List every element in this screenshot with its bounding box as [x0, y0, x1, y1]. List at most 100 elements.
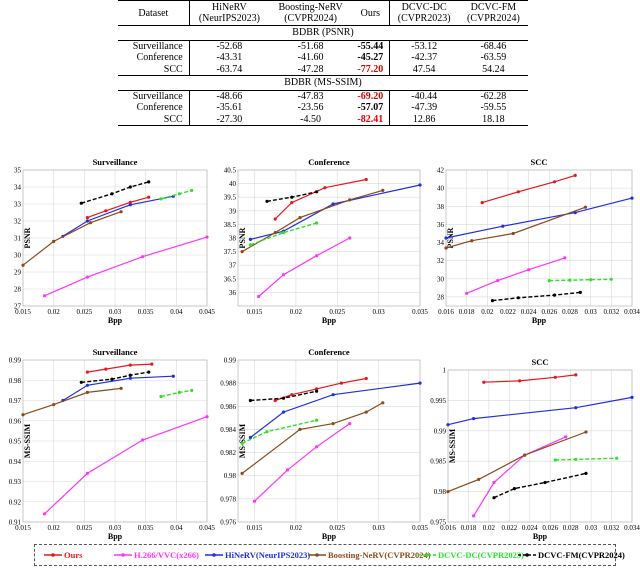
legend-marker — [425, 553, 429, 557]
x-tick-label: 0.03 — [585, 308, 598, 316]
data-point — [418, 381, 422, 385]
data-point — [281, 273, 286, 277]
table-cell: -59.55 — [480, 102, 507, 113]
series-line — [241, 189, 383, 253]
y-tick-label: 36 — [229, 289, 237, 297]
x-tick-label: 0.015 — [247, 524, 263, 532]
y-tick-label: 0.96 — [9, 417, 22, 425]
x-tick-label: 0.03 — [109, 524, 122, 532]
data-point — [323, 186, 327, 190]
data-point — [492, 480, 496, 485]
y-tick-label: 0.93 — [9, 478, 22, 486]
legend-item: Ours — [44, 550, 83, 560]
table-cell: -27.30 — [188, 113, 270, 126]
data-point — [472, 514, 476, 518]
data-point — [315, 445, 319, 449]
y-tick-label: 0.91 — [9, 519, 22, 527]
x-tick-label: 0.035 — [412, 308, 428, 316]
x-tick-label: 0.024 — [521, 308, 537, 316]
series-line — [492, 291, 581, 302]
y-tick-label: 40 — [437, 185, 445, 193]
table-row: SCC -27.30 -4.50 -82.41 12.86 18.18 — [118, 113, 528, 126]
x-axis-label: Bpp — [533, 532, 548, 541]
x-tick-label: 0.025 — [76, 524, 92, 532]
table-cell: 47.54 — [388, 63, 459, 76]
y-tick-label: 0.975 — [430, 519, 446, 527]
y-tick-label: 38 — [229, 235, 237, 243]
data-point — [190, 388, 194, 392]
chart-title: Surveillance — [93, 157, 138, 167]
x-tick-label: 0.015 — [15, 524, 31, 532]
x-tick-label: 0.022 — [501, 524, 517, 532]
data-point — [104, 367, 108, 371]
x-tick-label: 0.02 — [483, 524, 496, 532]
legend-label: Ours — [64, 550, 83, 560]
x-tick-label: 0.03 — [585, 524, 598, 532]
x-tick-label: 0.018 — [461, 524, 477, 532]
x-tick-label: 0.026 — [542, 524, 558, 532]
data-point — [52, 239, 56, 243]
data-point — [248, 237, 252, 241]
data-point — [490, 299, 495, 303]
x-tick-label: 0.03 — [373, 524, 386, 532]
data-point — [290, 393, 294, 397]
data-point — [574, 457, 578, 461]
series-line — [81, 371, 149, 383]
x-tick-label: 0.016 — [438, 308, 454, 316]
data-point — [584, 430, 588, 434]
y-tick-label: 33 — [14, 201, 22, 209]
series-line — [241, 402, 384, 474]
data-point — [128, 376, 132, 380]
series-line — [482, 174, 576, 204]
table-header-text: Boosting-NeRV — [278, 2, 343, 13]
table-row: Conference -43.31 -41.60 -45.27 -42.37 -63.59 — [118, 52, 528, 64]
x-tick-label: 0.024 — [522, 524, 538, 532]
series-line — [473, 436, 566, 517]
results-table: Dataset HiNeRV (NeurIPS2023) Boosting-NeRV(… — [118, 0, 528, 126]
x-tick-label: 0.02 — [48, 524, 61, 532]
y-tick-label: 32 — [437, 257, 445, 265]
chart-title: SCC — [530, 157, 547, 167]
data-point — [85, 471, 89, 475]
y-tick-label: 0.98 — [434, 488, 447, 496]
x-tick-label: 0.04 — [170, 524, 183, 532]
data-point — [52, 403, 56, 407]
legend-marker — [525, 553, 529, 557]
y-tick-label: 39 — [229, 207, 237, 215]
chart-panel: 0.975 0.98 0.985 0.99 0.995 1 0.016 0.018 0.02 0.… — [430, 357, 640, 541]
y-tick-label: 0.982 — [220, 449, 236, 457]
table-cell: -53.12 — [388, 40, 459, 52]
data-point — [518, 379, 522, 383]
x-axis-label: Bpp — [108, 532, 123, 541]
data-point — [315, 221, 319, 225]
table-section-title: BDBR (MS-SSIM) — [118, 75, 528, 91]
y-tick-label: 38 — [437, 203, 445, 211]
table-row-dataset: Conference — [136, 52, 183, 63]
table-cell: 54.24 — [482, 63, 505, 75]
table-cell: -62.28 — [480, 90, 507, 102]
x-tick-label: 0.016 — [440, 524, 456, 532]
table-header-text: Ours — [360, 7, 381, 19]
data-point — [511, 231, 515, 236]
table-cell: -63.59 — [480, 52, 507, 63]
series-line — [549, 278, 612, 282]
series-line — [258, 237, 350, 297]
legend-marker — [121, 553, 125, 557]
series-line — [44, 416, 208, 515]
data-point — [315, 418, 319, 422]
legend-marker — [51, 553, 55, 557]
table-section-row: BDBR (MS-SSIM) — [118, 75, 528, 91]
chart-panel: 27 28 29 30 31 32 33 34 35 0.015 0.02 0.025 0.03 0.03… — [14, 157, 215, 325]
y-tick-label: 32 — [14, 218, 22, 226]
table-row: SCC -63.74 -47.28 -77.20 47.54 54.24 — [118, 63, 528, 76]
series-line — [466, 257, 565, 294]
chart-title: SCC — [531, 357, 548, 367]
data-point — [79, 201, 83, 205]
data-point — [85, 275, 89, 279]
data-point — [418, 183, 422, 187]
plot-frame — [445, 169, 633, 307]
x-tick-label: 0.04 — [170, 308, 183, 316]
data-point — [248, 435, 252, 440]
data-point — [190, 188, 194, 192]
legend-item: DCVC-DC(CVPR2023) — [418, 550, 524, 560]
